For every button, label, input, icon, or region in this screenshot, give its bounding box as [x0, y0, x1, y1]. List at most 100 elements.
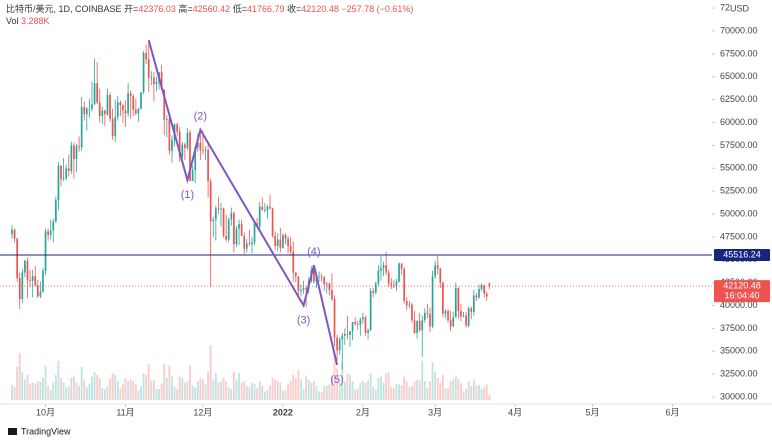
candle-body — [362, 317, 364, 320]
volume-bar — [57, 360, 60, 400]
volume-bar — [65, 387, 68, 400]
level-price-tag — [714, 249, 770, 262]
volume-bar — [354, 389, 357, 400]
volume-row: Vol 3.288K — [6, 15, 413, 27]
candle-body — [31, 276, 34, 281]
volume-bar — [232, 371, 235, 400]
candle-body — [196, 142, 199, 148]
volume-bar — [116, 381, 119, 400]
volume-bar — [194, 387, 197, 400]
volume-bar — [279, 382, 282, 400]
volume-bar — [423, 381, 426, 400]
candle-body — [127, 93, 129, 114]
candle-body — [470, 308, 473, 312]
wave-label: (4) — [307, 246, 320, 258]
candle-body — [266, 206, 269, 211]
candle-body — [297, 276, 300, 291]
volume-bar — [248, 387, 251, 400]
volume-bar — [261, 385, 264, 400]
candle-body — [230, 213, 233, 220]
volume-bar — [196, 381, 199, 400]
candle-body — [248, 243, 251, 245]
candle-body — [282, 235, 284, 248]
open-value: 42376.03 — [138, 4, 176, 14]
candle-body — [418, 321, 421, 331]
x-tick-label: 3月 — [428, 407, 442, 417]
volume-bar — [114, 374, 117, 400]
high-name: 高= — [178, 4, 193, 14]
volume-bar — [70, 378, 73, 400]
candle-body — [426, 312, 429, 314]
candle-body — [300, 289, 302, 291]
volume-bar — [436, 378, 439, 400]
volume-bar — [359, 382, 362, 400]
volume-bar — [155, 389, 158, 400]
volume-bar — [189, 365, 191, 400]
wave-line — [147, 39, 339, 366]
candle-body — [333, 299, 336, 338]
volume-bar — [183, 382, 186, 400]
volume-bar — [52, 382, 55, 400]
candle-body — [367, 330, 369, 333]
ohlc-row: 比特币/美元, 1D, COINBASE 开=42376.03 高=42560.… — [6, 3, 413, 15]
volume-bar — [418, 380, 421, 400]
candle-body — [217, 208, 220, 210]
volume-bar — [109, 378, 111, 400]
candle-body — [436, 265, 439, 269]
volume-bar — [204, 384, 207, 400]
volume-bar — [42, 378, 44, 400]
volume-bar — [341, 362, 344, 400]
volume-bar — [472, 379, 475, 400]
volume-bar — [462, 391, 465, 400]
candle-body — [202, 149, 204, 151]
volume-bar — [449, 381, 452, 400]
volume-bar — [103, 389, 106, 400]
volume-bar — [346, 373, 349, 400]
candle-body — [238, 224, 240, 229]
x-tick-label: 11月 — [116, 407, 134, 417]
volume-bar — [274, 379, 277, 400]
candle-body — [104, 110, 106, 115]
volume-bar — [475, 385, 478, 400]
volume-bar — [101, 388, 104, 400]
volume-bar — [145, 374, 148, 400]
candle-body — [294, 272, 297, 277]
volume-bar — [429, 381, 431, 400]
volume-bar — [31, 382, 34, 400]
volume-bar — [325, 385, 328, 400]
volume-bar — [307, 379, 310, 400]
volume-bar — [364, 382, 367, 400]
candle-body — [369, 290, 372, 331]
candle-body — [44, 231, 47, 271]
volume-bar — [34, 384, 37, 400]
volume-bar — [336, 368, 339, 400]
volume-bar — [483, 387, 486, 400]
candle-body — [60, 165, 62, 180]
candle-body — [472, 295, 475, 312]
volume-bar — [387, 371, 390, 400]
volume-bar — [331, 376, 333, 400]
legend-header: 比特币/美元, 1D, COINBASE 开=42376.03 高=42560.… — [6, 3, 413, 27]
volume-bar — [431, 362, 434, 400]
candle-body — [462, 315, 465, 317]
volume-name: Vol — [6, 16, 19, 26]
candle-body — [421, 320, 424, 331]
y-tick-label: 40000.00 — [720, 300, 758, 310]
volume-bar — [158, 389, 160, 400]
wave-label: (3) — [297, 314, 310, 326]
volume-bar — [134, 384, 137, 400]
candle-body — [439, 268, 442, 283]
candle-body — [93, 83, 96, 105]
candle-body — [101, 110, 104, 117]
volume-bar — [176, 389, 179, 400]
candle-body — [106, 95, 109, 115]
volume-bar — [235, 379, 238, 400]
volume-bar — [106, 385, 109, 400]
volume-bar — [91, 376, 93, 400]
volume-bar — [478, 385, 480, 400]
candle-body — [390, 283, 393, 286]
volume-bar — [163, 363, 166, 400]
volume-bar — [178, 376, 181, 400]
candle-body — [258, 206, 261, 227]
